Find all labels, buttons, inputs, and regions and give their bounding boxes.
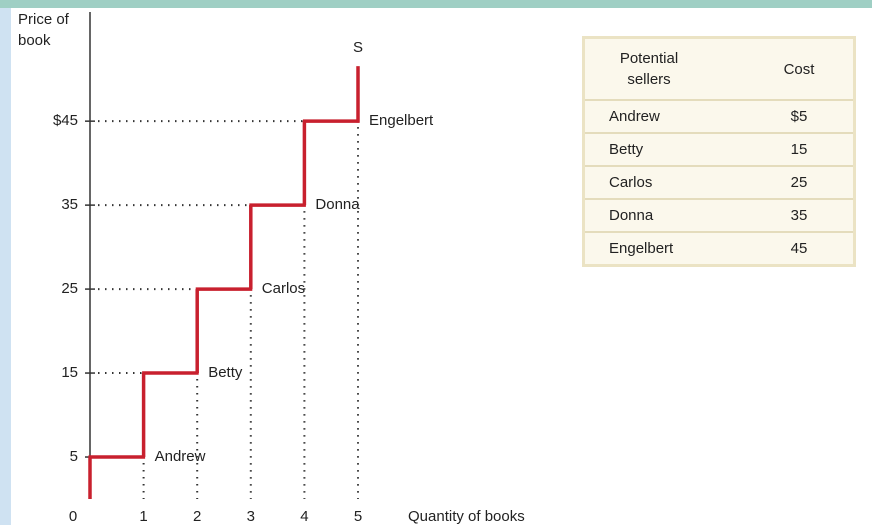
seller-label: Betty (208, 364, 243, 381)
seller-name: Betty (609, 141, 644, 158)
x-tick-label: 1 (139, 508, 147, 525)
curve-label: S (353, 39, 363, 56)
x-axis-label: Quantity of books (408, 508, 525, 525)
table-row: Andrew $5 (585, 101, 853, 134)
sellers-table: Potential sellers Cost Andrew $5 Betty 15 Ca… (582, 36, 856, 267)
seller-label: Andrew (155, 448, 206, 465)
x-tick-label: 2 (193, 508, 201, 525)
seller-label: Carlos (262, 280, 305, 297)
y-tick-label: 5 (70, 448, 78, 465)
header-text: Potential sellers (619, 50, 679, 88)
y-tick-label: 35 (61, 196, 78, 213)
header-cell: Cost (783, 60, 815, 78)
x-tick-label: 0 (69, 508, 77, 525)
y-tick-label: 15 (61, 364, 78, 381)
side-band (0, 8, 11, 525)
x-tick-label: 5 (354, 508, 362, 525)
seller-cost: 25 (790, 174, 808, 191)
y-tick-label: $45 (53, 112, 78, 129)
header-cell: Potential sellers (585, 48, 745, 90)
y-axis-label: Price of book (18, 11, 69, 49)
seller-name: Engelbert (609, 240, 674, 257)
seller-label: Engelbert (369, 112, 434, 129)
table-header: Potential sellers Cost (585, 39, 853, 101)
table-row: Donna 35 (585, 200, 853, 233)
seller-cost: 35 (790, 207, 808, 224)
table-row: Betty 15 (585, 134, 853, 167)
seller-cost: $5 (790, 108, 808, 125)
seller-cost: 45 (790, 240, 808, 257)
seller-name: Donna (609, 207, 654, 224)
seller-label: Donna (315, 196, 360, 213)
seller-name: Carlos (609, 174, 653, 191)
seller-name: Andrew (609, 108, 660, 125)
seller-cost: 15 (790, 141, 808, 158)
table-body: Andrew $5 Betty 15 Carlos 25 Donna 35 Engelbert 4… (585, 101, 853, 264)
table-row: Carlos 25 (585, 167, 853, 200)
x-tick-label: 3 (247, 508, 255, 525)
table-row: Engelbert 45 (585, 233, 853, 264)
y-tick-label: 25 (61, 280, 78, 297)
x-tick-label: 4 (300, 508, 308, 525)
top-band (0, 0, 872, 8)
